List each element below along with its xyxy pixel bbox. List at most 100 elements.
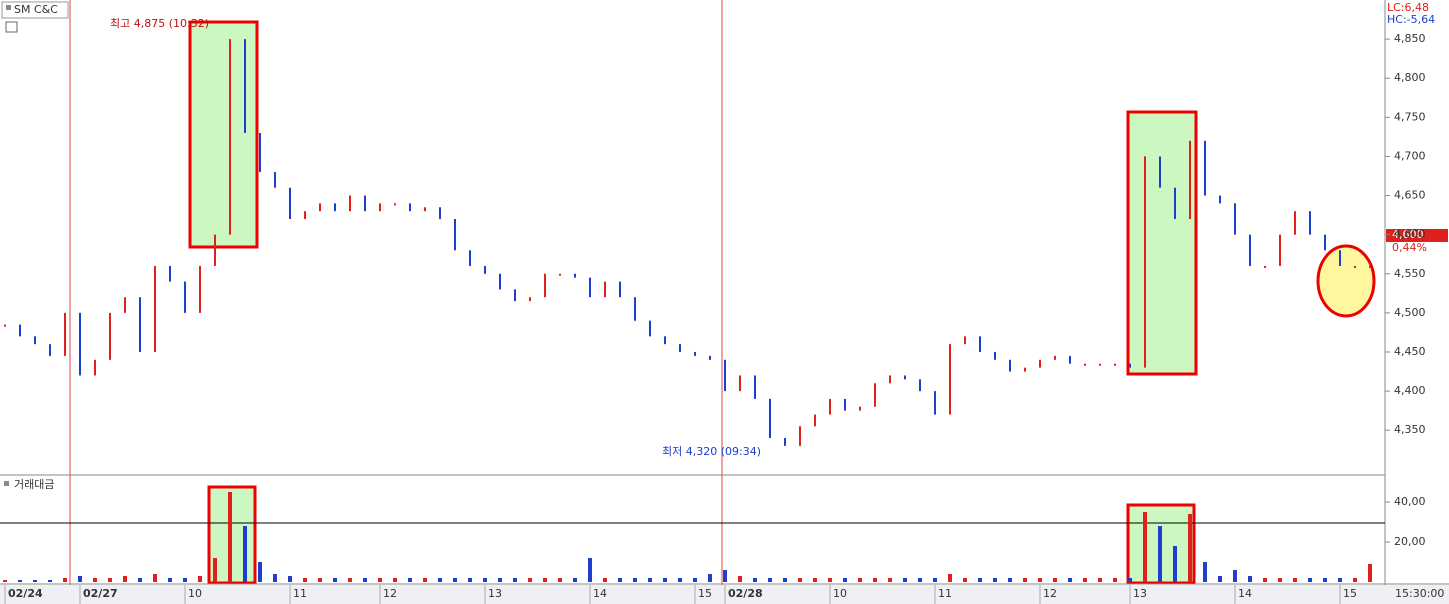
volume-bar [333, 578, 337, 582]
volume-bar [1308, 578, 1312, 582]
volume-bar [18, 580, 22, 582]
volume-bar [183, 578, 187, 582]
volume-bar [1263, 578, 1267, 582]
volume-bar [663, 578, 667, 582]
icon [6, 5, 11, 10]
y-tick-label: 4,800 [1394, 71, 1426, 84]
volume-bar [1158, 526, 1162, 582]
volume-bar [528, 578, 532, 582]
volume-bar [1368, 564, 1372, 582]
y-tick-label: 40,00 [1394, 495, 1426, 508]
volume-bar [288, 576, 292, 582]
y-tick-label: 4,850 [1394, 32, 1426, 45]
low-annotation: 최저 4,320 (09:34) [662, 445, 761, 458]
y-tick-label: 4,700 [1394, 149, 1426, 162]
volume-bar [483, 578, 487, 582]
volume-bar [978, 578, 982, 582]
icon [4, 481, 9, 486]
highlight-box [188, 20, 259, 249]
volume-bar [873, 578, 877, 582]
title-box [1, 1, 69, 19]
volume-bar [1323, 578, 1327, 582]
x-tick-label: 12 [1043, 587, 1057, 600]
volume-bar [648, 578, 652, 582]
volume-bar [138, 578, 142, 582]
x-tick-label: 13 [488, 587, 502, 600]
x-tick-label: 02/28 [728, 587, 763, 600]
x-tick-label: 15 [1343, 587, 1357, 600]
volume-bar [738, 576, 742, 582]
hc-label: HC:-5,64 [1387, 13, 1435, 26]
volume-bar [1068, 578, 1072, 582]
x-tick-label: 12 [383, 587, 397, 600]
volume-bar [1143, 512, 1147, 582]
volume-bar [453, 578, 457, 582]
volume-bar [753, 578, 757, 582]
volume-bar [1098, 578, 1102, 582]
volume-bar [123, 576, 127, 582]
x-tick-label: 10 [833, 587, 847, 600]
change-label: 0,44% [1392, 241, 1427, 254]
volume-bar [948, 574, 952, 582]
y-tick-label: 4,450 [1394, 345, 1426, 358]
volume-bar [318, 578, 322, 582]
y-tick-label: 20,00 [1394, 535, 1426, 548]
last-price: 4,600 [1392, 228, 1424, 241]
y-tick-label: 4,400 [1394, 384, 1426, 397]
volume-bar [423, 578, 427, 582]
lc-label: LC:6,48 [1387, 1, 1429, 14]
volume-bar [1113, 578, 1117, 582]
volume-bar [783, 578, 787, 582]
volume-bar [243, 526, 247, 582]
volume-bar [78, 576, 82, 582]
volume-bar [603, 578, 607, 582]
icon [5, 21, 18, 33]
x-tick-label: 15 [698, 587, 712, 600]
volume-bar [633, 578, 637, 582]
highlight-circle [1316, 244, 1376, 318]
volume-bar [1233, 570, 1237, 582]
volume-bar [303, 578, 307, 582]
y-tick-label: 4,650 [1394, 189, 1426, 202]
volume-bar [963, 578, 967, 582]
volume-bar [888, 578, 892, 582]
volume-bar [363, 578, 367, 582]
volume-bar [723, 570, 727, 582]
x-tick-label: 02/24 [8, 587, 43, 600]
volume-bar [33, 580, 37, 582]
volume-bar [1128, 578, 1132, 582]
volume-bar [543, 578, 547, 582]
volume-bar [153, 574, 157, 582]
volume-bar [513, 578, 517, 582]
volume-bar [1278, 578, 1282, 582]
volume-bar [588, 558, 592, 582]
y-tick-label: 4,500 [1394, 306, 1426, 319]
x-tick-label: 14 [1238, 587, 1252, 600]
volume-bar [393, 578, 397, 582]
volume-bar [1248, 576, 1252, 582]
x-tick-label: 13 [1133, 587, 1147, 600]
volume-bar [48, 580, 52, 582]
volume-bar [1203, 562, 1207, 582]
volume-bar [1293, 578, 1297, 582]
volume-bar [1083, 578, 1087, 582]
volume-bar [903, 578, 907, 582]
volume-bar [378, 578, 382, 582]
volume-bar [843, 578, 847, 582]
volume-bar [573, 578, 577, 582]
volume-bar [1038, 578, 1042, 582]
volume-bar [408, 578, 412, 582]
volume-bar [348, 578, 352, 582]
volume-bar [258, 562, 262, 582]
volume-bar [678, 578, 682, 582]
volume-bar [1008, 578, 1012, 582]
volume-bar [858, 578, 862, 582]
volume-bar [63, 578, 67, 582]
x-tick-label: 11 [938, 587, 952, 600]
volume-bar [1338, 578, 1342, 582]
volume-title: 거래대금 [14, 478, 54, 491]
volume-bar [993, 578, 997, 582]
volume-bar [93, 578, 97, 582]
volume-bar [618, 578, 622, 582]
volume-bar [708, 574, 712, 582]
